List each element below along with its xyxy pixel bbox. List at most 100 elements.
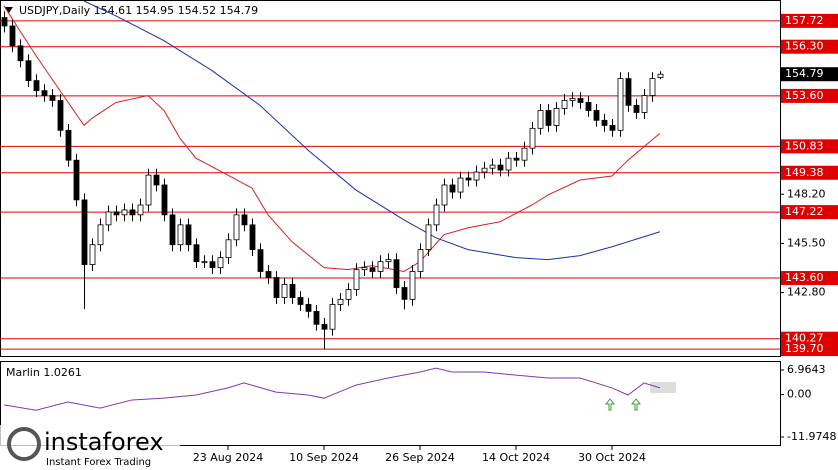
candle-body bbox=[337, 298, 344, 305]
x-tick-label: 26 Sep 2024 bbox=[385, 451, 455, 464]
up-arrow bbox=[604, 398, 616, 411]
level-label: 149.38 bbox=[785, 166, 824, 179]
candle-body bbox=[585, 102, 592, 111]
y-tick-label: 145.50 bbox=[787, 236, 826, 249]
candle-body bbox=[457, 177, 464, 193]
candle-body bbox=[369, 267, 376, 272]
level-label: 153.60 bbox=[785, 89, 824, 102]
y-tick-label: 142.80 bbox=[787, 286, 826, 299]
level-label-box bbox=[781, 271, 838, 286]
oscillator-highlight bbox=[650, 382, 676, 393]
oscillator-panel-frame bbox=[0, 361, 781, 446]
level-label-box bbox=[781, 39, 838, 54]
candle-body bbox=[289, 284, 296, 298]
candle-body bbox=[33, 80, 40, 92]
candle-body bbox=[465, 177, 472, 181]
level-label-box bbox=[781, 165, 838, 180]
level-label: 156.30 bbox=[785, 40, 824, 53]
candle-body bbox=[217, 257, 224, 269]
level-label: 147.22 bbox=[785, 205, 824, 218]
main-panel-frame bbox=[0, 0, 781, 357]
candle-body bbox=[257, 249, 264, 272]
oscillator-line bbox=[3, 367, 661, 411]
candle-body bbox=[281, 284, 288, 298]
y-tick-label: -11.9748 bbox=[787, 430, 836, 443]
candle-body bbox=[57, 100, 64, 131]
candle-body bbox=[593, 110, 600, 121]
candle-body bbox=[17, 45, 24, 62]
candle-body bbox=[177, 224, 184, 246]
candle-body bbox=[601, 119, 608, 126]
candle-body bbox=[353, 269, 360, 290]
candle-body bbox=[569, 98, 576, 101]
candle-body bbox=[9, 25, 16, 47]
candle-body bbox=[385, 259, 392, 263]
candle-body bbox=[441, 184, 448, 206]
up-arrow bbox=[630, 398, 642, 411]
candle-body bbox=[153, 174, 160, 186]
level-label-box bbox=[781, 342, 838, 357]
candle-body bbox=[329, 304, 336, 330]
candle-body bbox=[313, 310, 320, 325]
candle-body bbox=[401, 287, 408, 300]
x-tick-label: 23 Aug 2024 bbox=[193, 451, 263, 464]
chart-title: USDJPY,Daily 154.61 154.95 154.52 154.79 bbox=[19, 4, 258, 17]
candle-body bbox=[345, 289, 352, 300]
candle-body bbox=[49, 95, 56, 101]
candle-body bbox=[473, 171, 480, 181]
watermark-brand: instaforex bbox=[44, 428, 164, 456]
candle-body bbox=[449, 184, 456, 193]
candle-body bbox=[25, 60, 32, 81]
candle-body bbox=[73, 159, 80, 201]
candle-body bbox=[233, 214, 240, 241]
candle-body bbox=[361, 267, 368, 271]
candle-body bbox=[513, 157, 520, 161]
watermark-tagline: Instant Forex Trading bbox=[46, 457, 151, 468]
watermark-box bbox=[0, 425, 180, 470]
candle-body bbox=[521, 147, 528, 161]
candle-body bbox=[121, 209, 128, 216]
candle-body bbox=[129, 209, 136, 216]
moving-average bbox=[3, 5, 661, 273]
candle-body bbox=[553, 108, 560, 126]
candle-body bbox=[321, 323, 328, 330]
level-label-box bbox=[781, 205, 838, 220]
candle-body bbox=[185, 224, 192, 246]
candle-body bbox=[641, 95, 648, 113]
level-label: 157.72 bbox=[785, 14, 824, 27]
candle-body bbox=[273, 277, 280, 298]
candle-body bbox=[657, 73, 664, 78]
candle-body bbox=[41, 90, 48, 96]
level-label: 140.27 bbox=[785, 332, 824, 345]
candle-body bbox=[497, 164, 504, 171]
candle-body bbox=[65, 129, 72, 161]
candle-body bbox=[633, 104, 640, 113]
candle-body bbox=[161, 184, 168, 216]
candle-body bbox=[425, 224, 432, 251]
candle-body bbox=[505, 157, 512, 171]
candle-body bbox=[393, 259, 400, 288]
candle-body bbox=[609, 125, 616, 131]
menu-triangle bbox=[5, 7, 13, 13]
candle-body bbox=[305, 304, 312, 312]
candle-body bbox=[377, 261, 384, 272]
candle-body bbox=[561, 100, 568, 109]
candle-body bbox=[433, 204, 440, 226]
candle-body bbox=[545, 110, 552, 126]
candle-body bbox=[201, 261, 208, 264]
candle-body bbox=[225, 239, 232, 259]
candle-body bbox=[241, 214, 248, 226]
candle-body bbox=[89, 244, 96, 265]
y-tick-label: 148.20 bbox=[787, 187, 826, 200]
oscillator-title: Marlin 1.0261 bbox=[6, 366, 82, 379]
x-tick-label: 30 Oct 2024 bbox=[578, 451, 646, 464]
candle-body bbox=[145, 174, 152, 206]
candle-body bbox=[137, 204, 144, 216]
candle-body bbox=[649, 78, 656, 96]
candle-body bbox=[193, 244, 200, 263]
level-label: 139.70 bbox=[785, 342, 824, 355]
candle-body bbox=[97, 224, 104, 246]
candle-body bbox=[409, 271, 416, 300]
candle-body bbox=[113, 211, 120, 216]
